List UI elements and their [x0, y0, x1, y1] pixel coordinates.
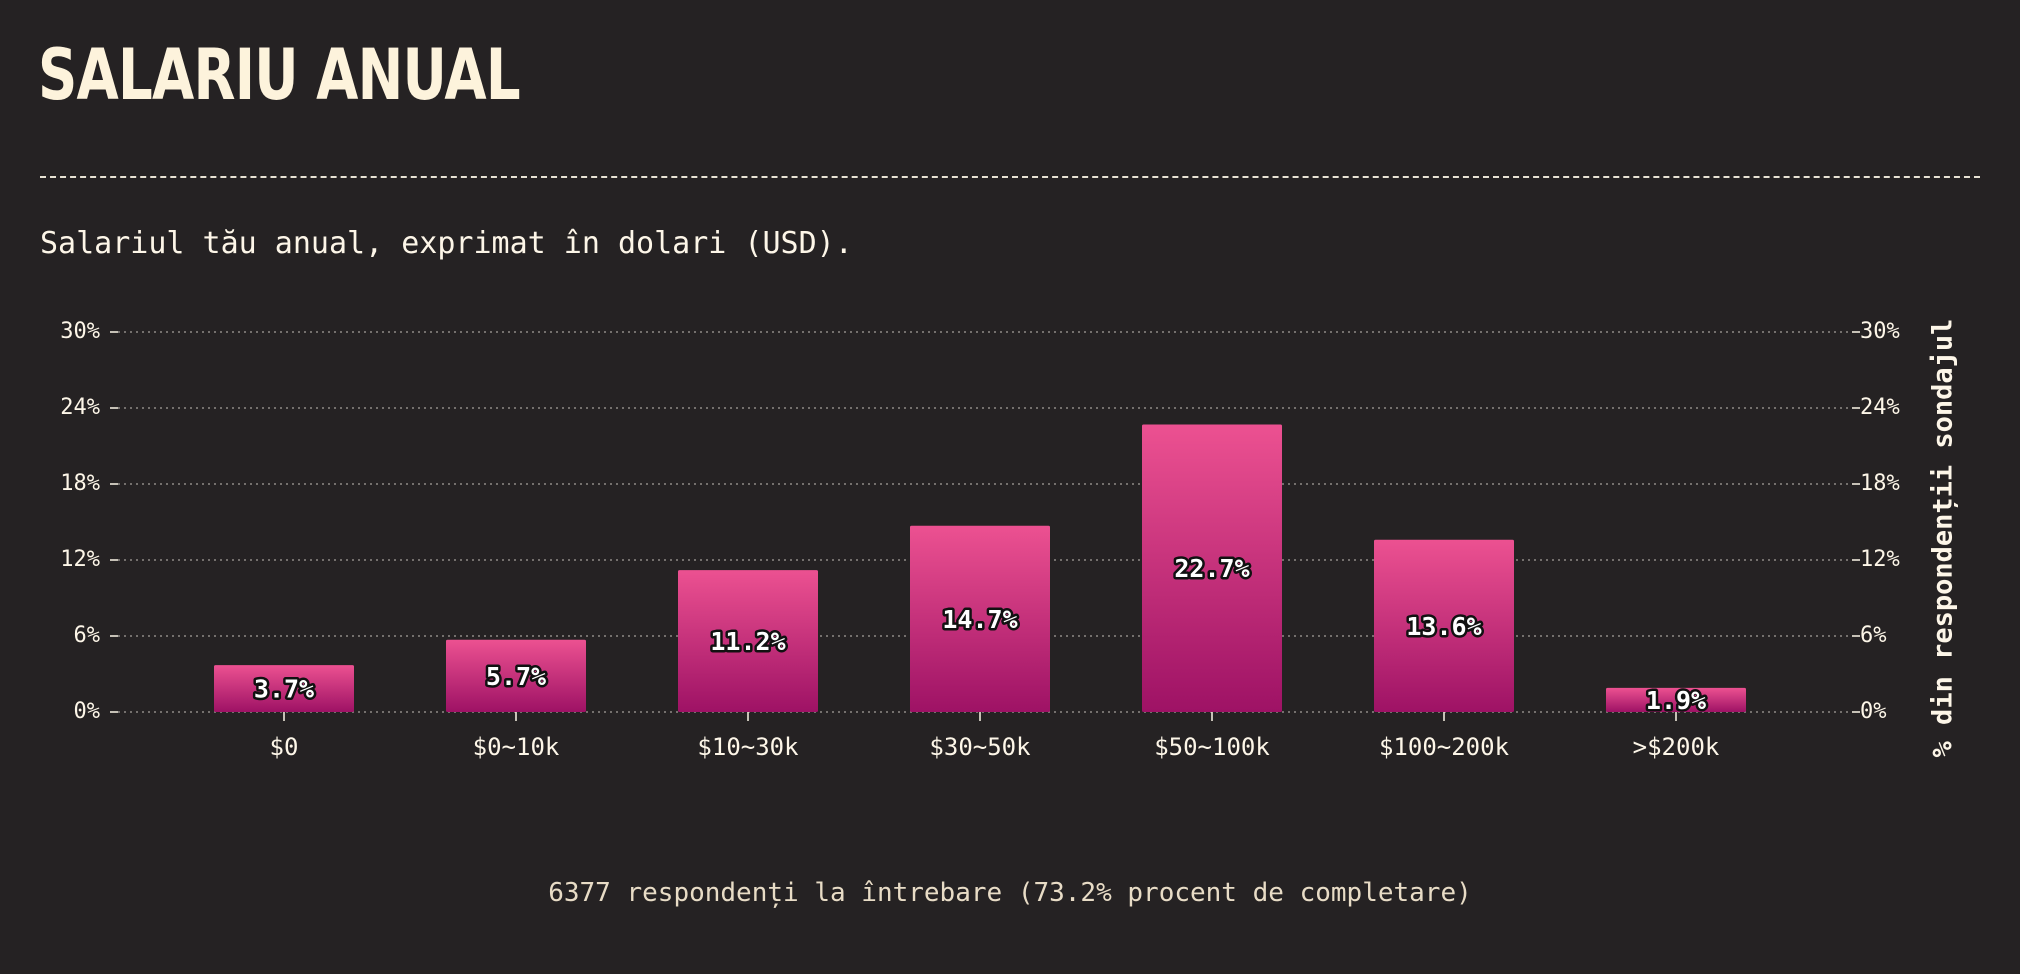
- y-tick-label-left: 30%: [60, 319, 100, 344]
- y-axis-title: % din respondenții sondajul: [1928, 319, 1959, 758]
- title-divider: [40, 176, 1980, 178]
- bar-value-label: 3.7%: [254, 675, 314, 704]
- y-tick-label-right: 0%: [1860, 699, 1887, 724]
- x-category-label: $50~100k: [1154, 733, 1270, 761]
- bar-value-label: 5.7%: [486, 662, 546, 691]
- x-category-label: $30~50k: [929, 733, 1031, 761]
- gridlines: [118, 331, 1852, 713]
- bar: [1606, 687, 1746, 712]
- x-category-label: >$200k: [1633, 733, 1720, 761]
- x-category-label: $10~30k: [697, 733, 799, 761]
- x-category-label: $100~200k: [1379, 733, 1510, 761]
- y-tick-label-right: 12%: [1860, 547, 1900, 572]
- bar-value-label: 11.2%: [710, 627, 785, 656]
- x-category-label: $0: [270, 733, 299, 761]
- bar: [910, 525, 1050, 712]
- chart-subtitle: Salariul tău anual, exprimat în dolari (…: [40, 226, 853, 261]
- y-tick-label-left: 18%: [60, 471, 100, 496]
- y-tick-label-right: 6%: [1860, 623, 1887, 648]
- bar-value-label: 1.9%: [1646, 686, 1706, 715]
- x-category-label: $0~10k: [473, 733, 560, 761]
- left-y-axis: 0% 6% 12% 18% 24% 30%: [60, 319, 118, 724]
- bar-value-label: 22.7%: [1174, 554, 1249, 583]
- value-labels: 3.7% 5.7% 11.2% 14.7% 22.7% 13.6% 1.9%: [251, 552, 1708, 718]
- bar: [678, 570, 818, 712]
- y-tick-label-left: 24%: [60, 395, 100, 420]
- bars: [214, 424, 1746, 712]
- bar: [214, 665, 354, 712]
- x-axis-categories: $0 $0~10k $10~30k $30~50k $50~100k $100~200k >…: [270, 712, 1720, 761]
- y-tick-label-left: 6%: [74, 623, 101, 648]
- y-tick-label-left: 0%: [74, 699, 101, 724]
- bar: [1142, 424, 1282, 712]
- bar: [446, 639, 586, 712]
- bar-value-label: 13.6%: [1406, 612, 1481, 641]
- y-tick-label-right: 30%: [1860, 319, 1900, 344]
- bar-value-label: 14.7%: [942, 605, 1017, 634]
- y-tick-label-right: 24%: [1860, 395, 1900, 420]
- y-tick-label-left: 12%: [60, 547, 100, 572]
- respondents-footer: 6377 respondenți la întrebare (73.2% pro…: [548, 878, 1472, 908]
- page-title: SALARIU ANUAL: [38, 34, 521, 116]
- bar: [1374, 539, 1514, 712]
- y-tick-label-right: 18%: [1860, 471, 1900, 496]
- right-y-axis: 0% 6% 12% 18% 24% 30%: [1852, 319, 1900, 724]
